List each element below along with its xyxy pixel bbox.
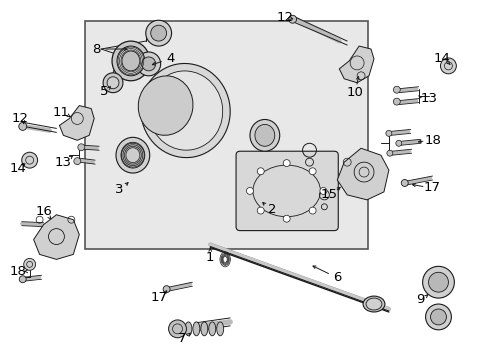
Circle shape [283,215,289,222]
Polygon shape [339,46,373,83]
Polygon shape [60,105,94,140]
Circle shape [107,77,119,89]
Text: 10: 10 [346,86,363,99]
Circle shape [257,207,264,214]
Ellipse shape [112,41,149,81]
Circle shape [440,58,455,74]
Text: 13: 13 [419,92,436,105]
Circle shape [74,158,81,165]
Ellipse shape [362,296,384,312]
Circle shape [150,25,166,41]
Circle shape [425,304,450,330]
Text: 11: 11 [53,106,70,119]
Text: 17: 17 [423,181,440,194]
Polygon shape [337,148,388,200]
Text: 14: 14 [433,53,450,66]
Text: 16: 16 [35,205,52,218]
Circle shape [103,73,122,93]
Ellipse shape [122,51,140,71]
Polygon shape [34,215,79,260]
Circle shape [257,168,264,175]
Circle shape [422,266,453,298]
Text: 2: 2 [267,203,275,216]
Circle shape [429,309,446,325]
Text: 3: 3 [115,184,123,197]
Ellipse shape [117,46,144,76]
Text: 14: 14 [9,162,26,175]
Text: 9: 9 [416,293,424,306]
Ellipse shape [184,322,191,336]
Ellipse shape [177,322,183,336]
Ellipse shape [216,322,223,336]
Circle shape [319,188,326,194]
Circle shape [142,57,155,71]
Circle shape [427,272,447,292]
Circle shape [24,258,36,270]
Circle shape [392,86,400,93]
Circle shape [308,207,315,214]
Ellipse shape [201,322,207,336]
Ellipse shape [254,125,274,146]
Circle shape [78,144,84,151]
Bar [85,21,367,249]
Circle shape [392,98,400,105]
Text: 1: 1 [205,251,214,264]
Ellipse shape [116,137,149,173]
Circle shape [308,168,315,175]
Text: 12: 12 [11,112,28,125]
Text: 7: 7 [178,332,186,345]
Text: 6: 6 [332,271,341,284]
Circle shape [288,15,296,23]
Ellipse shape [208,322,215,336]
Text: 4: 4 [166,53,174,66]
Circle shape [21,152,38,168]
Ellipse shape [121,142,144,168]
Ellipse shape [126,148,140,163]
Text: 18: 18 [423,134,440,147]
Text: 15: 15 [320,188,337,201]
Text: 13: 13 [55,156,72,168]
Ellipse shape [141,63,230,158]
Circle shape [386,150,392,156]
Circle shape [145,20,171,46]
Text: 18: 18 [9,265,26,278]
Text: 8: 8 [92,42,100,55]
Circle shape [163,286,170,293]
Circle shape [401,180,407,186]
Circle shape [395,140,401,146]
Text: 12: 12 [276,11,293,24]
Ellipse shape [249,120,279,151]
Circle shape [246,188,253,194]
Text: 17: 17 [150,291,167,303]
FancyBboxPatch shape [236,151,338,231]
Circle shape [19,276,26,283]
Circle shape [137,52,161,76]
Circle shape [283,159,289,167]
Ellipse shape [366,298,381,310]
Ellipse shape [148,71,223,150]
Ellipse shape [192,322,200,336]
Ellipse shape [138,76,193,135]
Circle shape [19,122,27,130]
Text: 5: 5 [100,85,108,98]
Circle shape [385,130,391,136]
Circle shape [168,320,186,338]
